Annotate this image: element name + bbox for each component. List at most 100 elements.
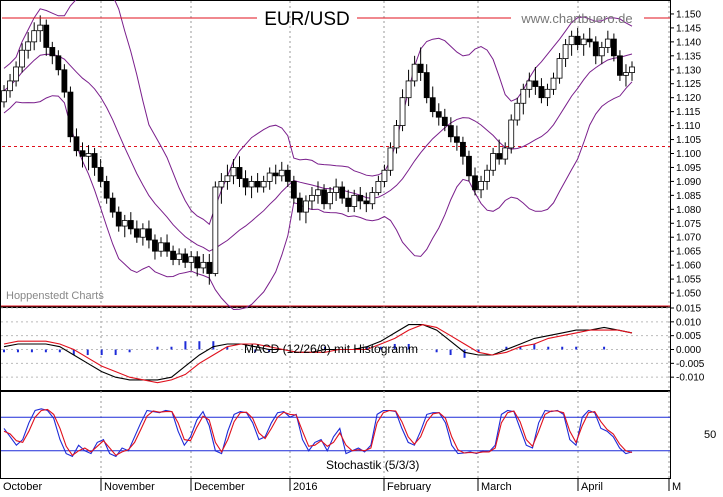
candle	[466, 150, 472, 182]
candle-body-up	[568, 35, 575, 46]
candle-body-up	[121, 220, 128, 227]
candle	[351, 189, 358, 213]
month-label: April	[581, 481, 603, 492]
macd-tick-label: 0.005	[676, 331, 701, 342]
candle	[580, 33, 587, 56]
price-tick-label: 1.075	[676, 219, 701, 230]
candle-body-down	[592, 41, 599, 57]
bollinger-bands	[3, 0, 633, 311]
stochastic-layer	[3, 408, 633, 458]
candle-body-down	[460, 141, 466, 157]
candle-body-up	[514, 102, 521, 121]
chart-title: EUR/USD	[264, 9, 350, 30]
macd-tick-label: 0.015	[676, 304, 701, 315]
candle	[31, 22, 38, 51]
candle	[272, 164, 279, 185]
candle	[284, 164, 291, 187]
candle-body-down	[339, 186, 346, 199]
candle	[158, 237, 164, 257]
candle	[303, 195, 309, 224]
candle	[484, 164, 490, 190]
candle	[200, 253, 207, 274]
candle	[7, 73, 13, 98]
candle	[230, 159, 237, 185]
candle	[194, 251, 201, 277]
candle	[37, 15, 44, 42]
month-labels: October November December 2016 February March…	[3, 478, 681, 493]
candle	[224, 164, 231, 190]
macd-layer	[3, 324, 633, 384]
candle-body-up	[598, 47, 605, 57]
candle-body-up	[31, 30, 38, 43]
candle-body-down	[109, 197, 116, 213]
candle-body-down	[290, 181, 297, 199]
candle-body-down	[236, 167, 243, 180]
candle	[248, 175, 255, 199]
price-tick-label: 1.140	[676, 37, 701, 48]
price-tick-label: 1.055	[676, 275, 701, 286]
candle-body-down	[61, 69, 68, 93]
candle-body-up	[580, 38, 587, 46]
candle	[152, 234, 158, 260]
price-tick-label: 1.110	[676, 121, 701, 132]
candle	[357, 186, 364, 210]
candle-body-down	[133, 228, 140, 238]
candle-body-up	[158, 242, 164, 252]
candle-body-up	[1, 90, 7, 103]
grid-layer	[1, 1, 670, 478]
candle	[103, 175, 110, 204]
source-label: www.chartbuero.de	[520, 11, 632, 26]
macd-tick-label: 0.000	[676, 345, 701, 356]
candle	[79, 142, 86, 168]
candle-body-up	[260, 181, 267, 188]
candle	[393, 120, 400, 154]
candle-body-up	[393, 125, 400, 149]
candle-body-up	[520, 88, 527, 104]
candle	[296, 192, 303, 221]
candle	[544, 83, 551, 107]
month-label: February	[387, 481, 432, 492]
candle-body-up	[562, 44, 569, 60]
candle	[345, 189, 352, 213]
candle	[604, 30, 611, 54]
price-tick-label: 1.115	[676, 107, 701, 118]
candle-body-up	[381, 169, 388, 182]
price-tick-label: 1.150	[676, 9, 701, 20]
candle	[43, 19, 50, 56]
candle	[550, 72, 557, 95]
candle-body-down	[429, 97, 436, 113]
credit-label: Hoppenstedt Charts	[6, 290, 104, 302]
macd-title: MACD (12/26/9) mit Histogramm	[244, 342, 418, 356]
candle-body-up	[556, 58, 563, 79]
price-tick-label: 1.065	[676, 247, 701, 258]
month-label: October	[3, 481, 42, 492]
candle-body-up	[411, 63, 418, 82]
candle-body-down	[453, 136, 460, 143]
candle-body-up	[188, 256, 195, 263]
bollinger-lower	[3, 81, 633, 311]
price-tick-label: 1.060	[676, 261, 701, 272]
candle	[460, 136, 466, 165]
candle-body-down	[363, 200, 370, 205]
candle	[170, 245, 176, 266]
candle	[592, 36, 599, 65]
candle-body-down	[538, 86, 545, 99]
candle-body-down	[447, 125, 454, 138]
price-tick-label: 1.085	[676, 191, 701, 202]
candle	[423, 64, 430, 104]
candle	[327, 186, 333, 210]
candle-body-down	[417, 63, 424, 73]
macd-tick-label: -0.010	[676, 373, 705, 384]
candle	[236, 156, 243, 187]
candle	[399, 89, 406, 132]
candle	[73, 128, 80, 157]
candle-body-up	[526, 80, 533, 90]
candles-layer	[1, 15, 635, 285]
candle-body-up	[351, 194, 358, 207]
candle-body-up	[604, 38, 611, 48]
candle	[568, 30, 575, 56]
candle-body-down	[91, 153, 98, 168]
candle-body-down	[115, 211, 122, 227]
